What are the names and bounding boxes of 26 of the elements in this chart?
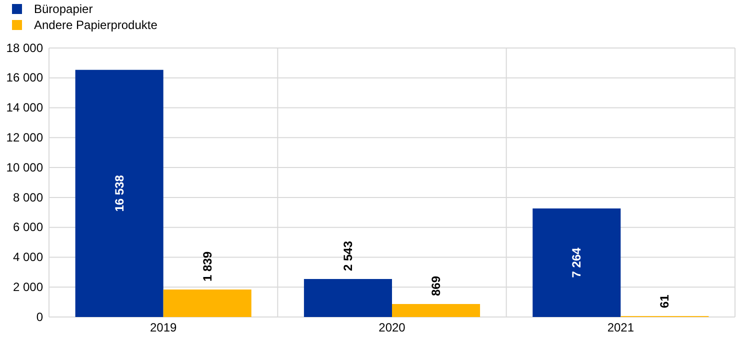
bar <box>304 278 392 317</box>
y-tick-label: 2 000 <box>12 280 44 294</box>
data-label: 1 839 <box>200 251 214 282</box>
y-tick-label: 8 000 <box>12 190 44 204</box>
y-tick-label: 4 000 <box>12 250 44 264</box>
y-tick-label: 6 000 <box>12 220 44 234</box>
data-label: 2 543 <box>340 240 355 271</box>
bar <box>163 290 252 317</box>
data-label: 869 <box>429 276 444 296</box>
y-tick-label: 10 000 <box>6 160 44 174</box>
x-tick-label: 2019 <box>150 320 178 335</box>
data-label: 16 538 <box>112 174 126 212</box>
y-tick-label: 18 000 <box>6 40 44 55</box>
x-tick-label: 2020 <box>378 320 406 335</box>
y-tick-label: 0 <box>36 310 44 324</box>
bar <box>532 208 621 317</box>
y-tick-label: 14 000 <box>6 100 44 115</box>
y-tick-label: 16 000 <box>6 70 44 85</box>
x-tick-label: 2021 <box>607 320 634 335</box>
bar <box>75 70 164 317</box>
y-tick-label: 12 000 <box>6 130 44 145</box>
bar <box>392 304 480 317</box>
data-label: 7 264 <box>570 247 584 278</box>
legend-label: Andere Papierprodukte <box>34 18 158 32</box>
data-label: 61 <box>658 294 672 308</box>
legend-label: Büropapier <box>34 2 93 16</box>
